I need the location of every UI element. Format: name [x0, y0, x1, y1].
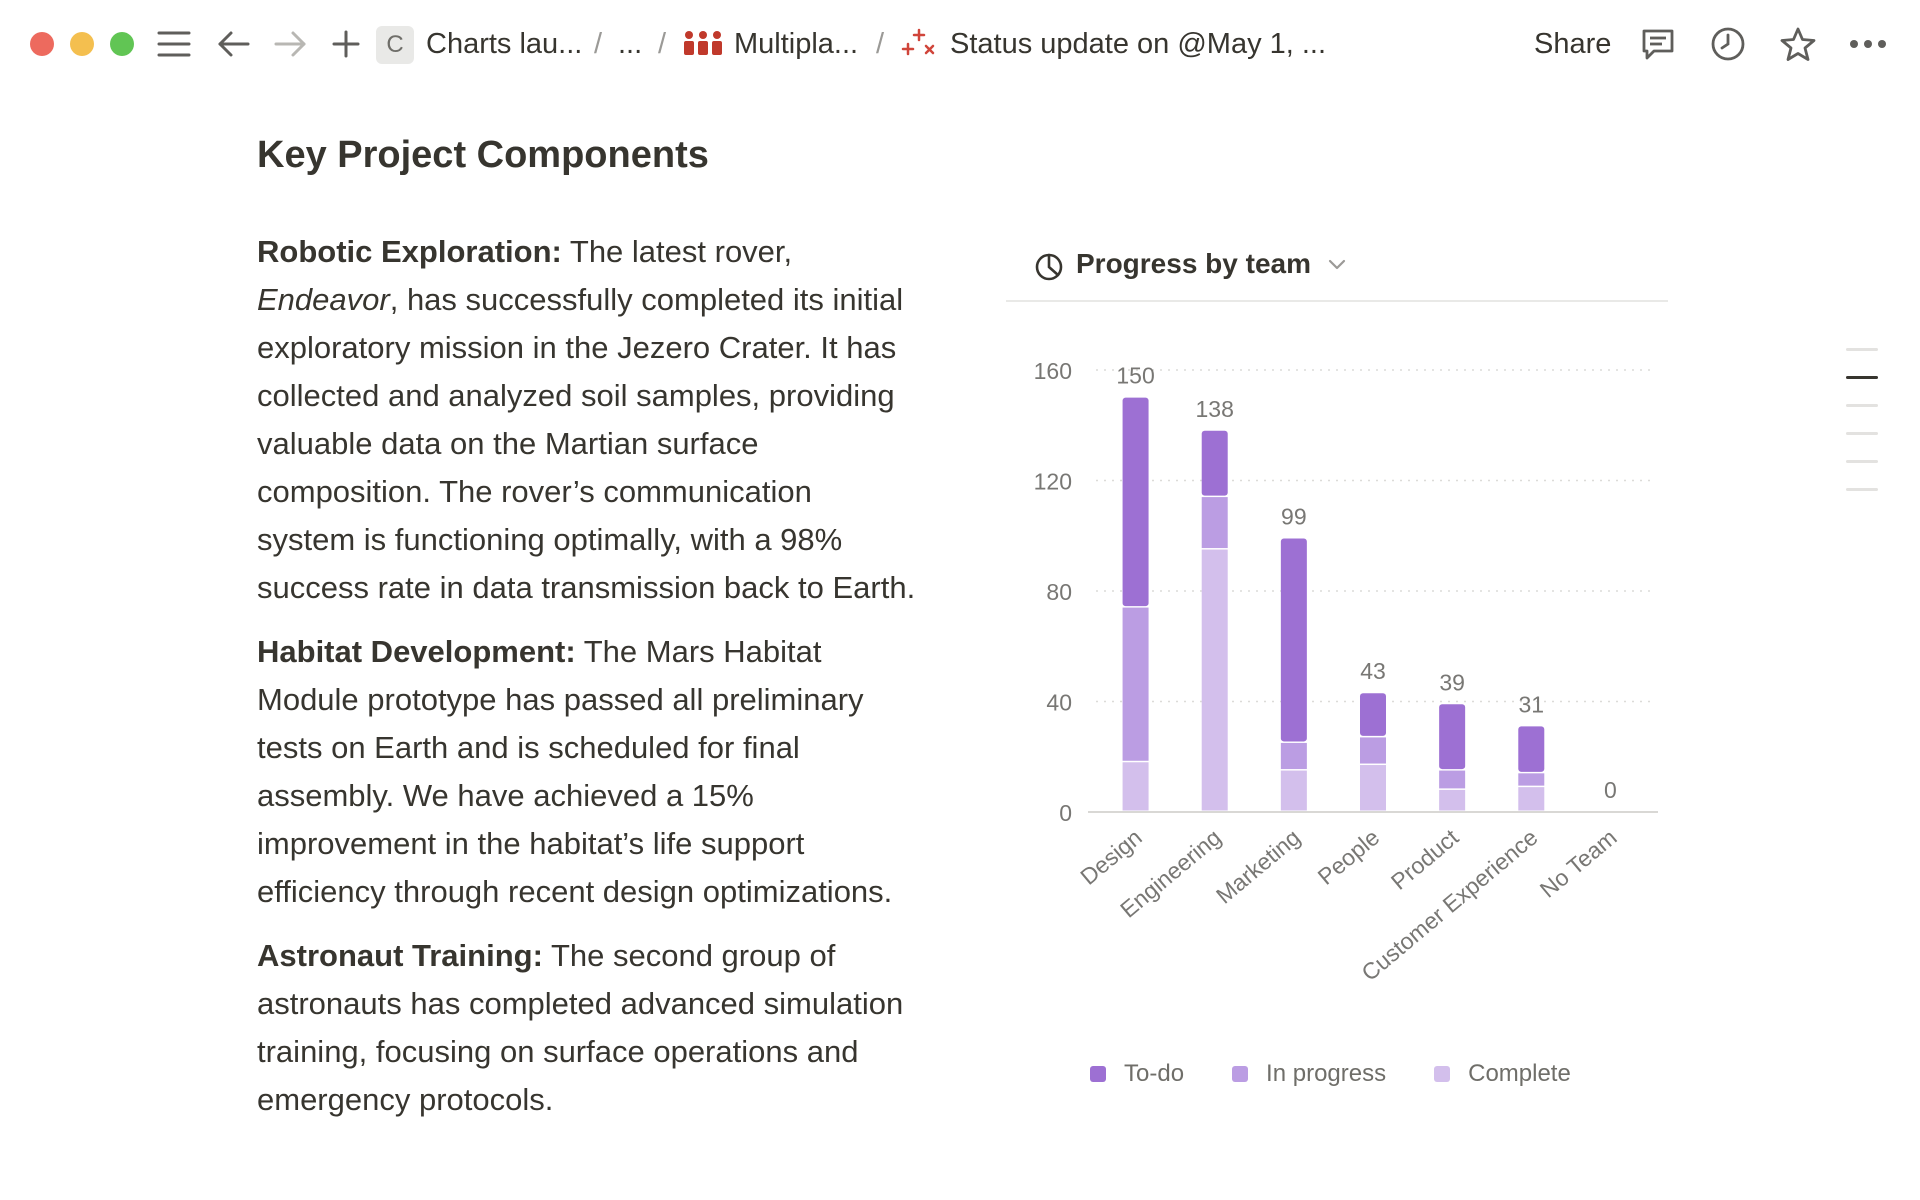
bar-total-label: 43 — [1360, 658, 1386, 684]
paragraph-heading: Astronaut Training: — [257, 938, 543, 973]
pie-chart-icon — [1034, 252, 1064, 287]
share-button[interactable]: Share — [1534, 28, 1612, 60]
chart-header[interactable]: Progress by team — [1006, 236, 1668, 302]
x-category-label: People — [1313, 824, 1385, 890]
legend-swatch — [1090, 1066, 1106, 1082]
y-tick-label: 80 — [1046, 579, 1072, 605]
bar-segment-in-progress — [1360, 737, 1386, 764]
toc-item[interactable] — [1846, 432, 1878, 435]
paragraph-robotic-exploration: Robotic Exploration: The latest rover, E… — [257, 228, 917, 612]
y-tick-label: 40 — [1046, 690, 1072, 716]
body-text: Robotic Exploration: The latest rover, E… — [257, 228, 917, 1140]
rover-name: Endeavor — [257, 282, 390, 317]
legend-item: To-do — [1090, 1060, 1184, 1088]
chevron-down-icon[interactable] — [1328, 258, 1346, 276]
bar-segment-to-do — [1280, 538, 1307, 742]
bar-total-label: 31 — [1518, 691, 1544, 717]
window-close-button[interactable] — [30, 32, 54, 56]
breadcrumb-ellipsis[interactable]: ... — [618, 28, 643, 60]
bar-segment-to-do — [1439, 704, 1466, 770]
bar-segment-to-do — [1122, 397, 1149, 607]
x-category-label: Marketing — [1211, 824, 1305, 909]
hamburger-icon[interactable] — [154, 24, 194, 64]
paragraph-heading: Robotic Exploration: — [257, 234, 562, 269]
arrow-left-icon[interactable] — [214, 24, 254, 64]
breadcrumb-separator: / — [876, 28, 885, 60]
window-zoom-button[interactable] — [110, 32, 134, 56]
paragraph-astronaut-training: Astronaut Training: The second group of … — [257, 932, 917, 1124]
arrow-right-icon[interactable] — [270, 24, 310, 64]
bar-segment-to-do — [1360, 693, 1386, 736]
toc-item-active[interactable] — [1846, 376, 1878, 379]
breadcrumb-separator: / — [594, 28, 603, 60]
breadcrumb-item-status-update[interactable]: Status update on @May 1, ... — [950, 28, 1327, 60]
bar-total-label: 150 — [1116, 363, 1154, 389]
bar-segment-complete — [1280, 770, 1307, 811]
toc-item[interactable] — [1846, 348, 1878, 351]
toc-item[interactable] — [1846, 404, 1878, 407]
team-icon — [682, 30, 724, 63]
bar-total-label: 0 — [1604, 777, 1617, 803]
bar-segment-complete — [1360, 765, 1386, 811]
paragraph-heading: Habitat Development: — [257, 634, 576, 669]
x-category-label: Design — [1075, 824, 1147, 890]
bar-segment-complete — [1439, 789, 1466, 811]
legend-label: To-do — [1124, 1060, 1185, 1087]
paragraph-text: The second group of astronauts has compl… — [257, 938, 904, 1117]
legend-swatch — [1434, 1066, 1451, 1082]
paragraph-habitat-development: Habitat Development: The Mars Habitat Mo… — [257, 628, 917, 916]
paragraph-text: The latest rover, — [561, 234, 793, 269]
comment-icon[interactable] — [1638, 24, 1678, 64]
ellipsis-icon[interactable] — [1848, 24, 1888, 64]
breadcrumb-item-multiplanetary[interactable]: Multipla... — [734, 28, 859, 60]
legend-item: Complete — [1434, 1060, 1571, 1088]
bar-total-label: 138 — [1196, 396, 1234, 422]
bar-segment-in-progress — [1439, 770, 1466, 789]
x-category-label: Product — [1386, 824, 1464, 895]
bar-segment-to-do — [1518, 726, 1545, 772]
y-tick-label: 0 — [1059, 800, 1072, 826]
paragraph-text: , has successfully completed its initial… — [257, 282, 916, 605]
paragraph-text: The Mars Habitat Module prototype has pa… — [257, 634, 893, 909]
bar-segment-in-progress — [1518, 773, 1545, 786]
bar-segment-to-do — [1201, 430, 1228, 496]
legend-label: In progress — [1266, 1060, 1387, 1087]
star-icon[interactable] — [1778, 24, 1818, 64]
bar-total-label: 99 — [1281, 504, 1307, 530]
x-category-label: No Team — [1535, 824, 1622, 903]
chart-title[interactable]: Progress by team — [1076, 248, 1311, 279]
bar-segment-in-progress — [1201, 497, 1228, 549]
bar-segment-in-progress — [1280, 742, 1307, 770]
breadcrumb-item-charts[interactable]: Charts lau... — [426, 28, 583, 60]
legend-item: In progress — [1232, 1060, 1386, 1088]
legend-label: Complete — [1468, 1060, 1571, 1087]
bar-segment-complete — [1122, 762, 1149, 811]
y-tick-label: 120 — [1034, 469, 1072, 495]
sparkle-icon — [900, 26, 938, 67]
clock-icon[interactable] — [1708, 24, 1748, 64]
bar-total-label: 39 — [1439, 669, 1465, 695]
bar-segment-complete — [1201, 549, 1228, 811]
legend-swatch — [1232, 1066, 1249, 1082]
page-heading: Key Project Components — [257, 134, 709, 176]
y-tick-label: 160 — [1034, 358, 1072, 384]
window-minimize-button[interactable] — [70, 32, 94, 56]
bar-segment-in-progress — [1122, 607, 1149, 761]
workspace-badge[interactable]: C — [376, 26, 414, 64]
table-of-contents[interactable] — [1846, 348, 1878, 516]
breadcrumb-separator: / — [658, 28, 667, 60]
toc-item[interactable] — [1846, 460, 1878, 463]
chart-legend: To-do In progress Complete — [1090, 1060, 1619, 1088]
toc-item[interactable] — [1846, 488, 1878, 491]
plus-icon[interactable] — [326, 24, 366, 64]
bar-segment-complete — [1518, 787, 1545, 811]
top-bar: C Charts lau... / ... / Multipla... / St… — [0, 0, 1920, 88]
